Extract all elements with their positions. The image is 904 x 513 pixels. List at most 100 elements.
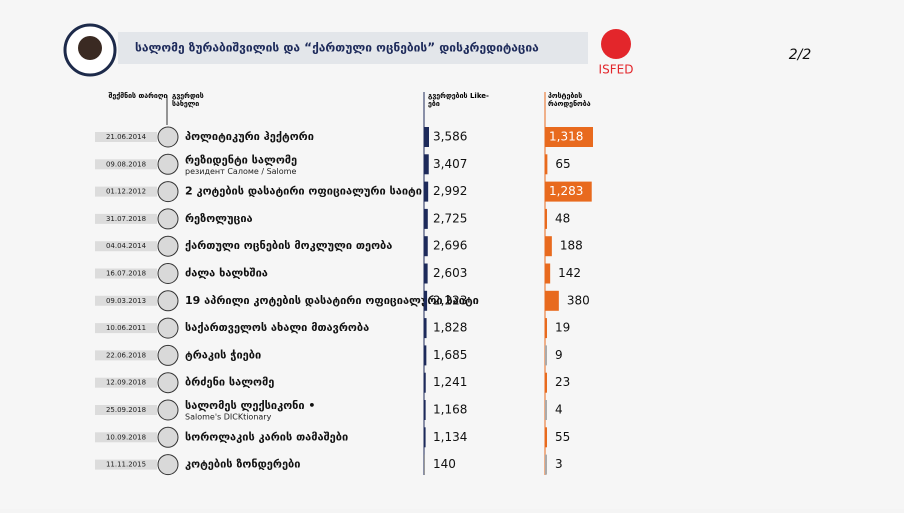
likes-header-text: გვერდების Like-ები	[428, 92, 489, 108]
page-icon	[157, 153, 179, 175]
posts-label: 19	[555, 321, 570, 335]
date: 10.09.2018	[106, 433, 146, 441]
posts-bar	[545, 400, 547, 420]
logo-mark	[601, 29, 631, 59]
page-icon	[157, 372, 179, 394]
title: სალომე ზურაბიშვილის და “ქართული ოცნების”…	[135, 41, 539, 55]
likes-bar	[424, 318, 427, 339]
page-icon	[157, 208, 179, 230]
date: 31.07.2018	[106, 215, 146, 223]
posts-label: 4	[555, 403, 563, 417]
likes-bar	[424, 345, 427, 366]
posts-bar	[545, 181, 592, 202]
likes-bar	[424, 427, 426, 448]
likes-bar	[424, 263, 428, 284]
date-box	[95, 213, 157, 224]
date: 11.11.2015	[106, 461, 146, 469]
posts-label: 23	[555, 375, 570, 389]
posts-label: 65	[555, 157, 570, 171]
posts-bar	[545, 263, 551, 284]
likes-label: 2,992	[433, 184, 467, 198]
posts-label: 48	[555, 211, 570, 225]
portrait-face	[78, 36, 102, 60]
date: 12.09.2018	[106, 379, 146, 387]
likes-label: 140	[433, 457, 456, 471]
date: 10.06.2011	[106, 324, 146, 332]
date-box	[95, 432, 157, 443]
likes-label: 1,134	[433, 430, 467, 444]
likes-label: 2,223	[433, 293, 467, 307]
date-header: შექმნის თარიღი	[108, 92, 167, 100]
likes-bar	[424, 454, 425, 475]
date-box	[95, 268, 157, 279]
likes-label: 2,696	[433, 239, 467, 253]
date-box	[95, 459, 157, 470]
likes-bar	[424, 127, 429, 147]
date-box	[95, 377, 157, 388]
date: 25.09.2018	[106, 406, 146, 414]
likes-bar	[424, 181, 429, 202]
page-name: 2 კოტების დასატირი ოფიციალური საიტი	[185, 185, 422, 198]
date-box	[95, 132, 157, 142]
page-icon	[157, 181, 179, 203]
page-name: პოლიტიკური ჰექტორი	[185, 130, 314, 143]
page-name: ტრაკის ჭიები	[185, 348, 261, 361]
posts-label: 142	[558, 266, 581, 280]
date: 21.06.2014	[106, 133, 147, 141]
page-name: კოტების ზონდერები	[185, 458, 300, 471]
posts-bar	[545, 427, 548, 448]
date-box	[95, 323, 157, 334]
posts-bar	[545, 345, 547, 366]
date-box	[95, 241, 157, 252]
posts-label: 380	[567, 293, 590, 307]
page-name: საქართველოს ახალი მთავრობა	[185, 321, 369, 334]
posts-label: 1,318	[549, 130, 583, 144]
page-number: 2/2	[789, 47, 812, 63]
posts-bar	[545, 290, 559, 311]
page-icon	[157, 344, 179, 366]
likes-bar	[424, 400, 426, 420]
date-box	[95, 295, 157, 306]
likes-bar	[424, 154, 429, 175]
likes-bar	[424, 290, 428, 311]
likes-label: 1,241	[433, 375, 467, 389]
posts-label: 1,283	[549, 184, 583, 198]
posts-bar	[545, 236, 552, 257]
likes-bar	[424, 372, 426, 393]
page-icon	[157, 399, 179, 421]
date: 16.07.2018	[106, 270, 146, 278]
likes-label: 1,685	[433, 348, 467, 362]
date-box	[95, 405, 157, 415]
page-name: სალომეს ლექსიკონი •	[185, 399, 315, 412]
likes-label: 1,168	[433, 403, 467, 417]
posts-header-text: პოსტების რაოდენობა	[548, 92, 591, 108]
page-name: ბრძენი სალომე	[185, 376, 274, 389]
page-icon	[157, 263, 179, 284]
page-name: 19 აპრილი კოტების დასატირი ოფიციალური სა…	[185, 294, 479, 307]
posts-bar	[545, 372, 547, 393]
date: 01.12.2012	[106, 188, 146, 196]
page-icon	[157, 126, 179, 148]
likes-label: 2,603	[433, 266, 467, 280]
page-name: რეზოლუცია	[185, 212, 253, 225]
page-name: ქართული ოცნების მოკლული თეობა	[185, 239, 392, 252]
posts-header: პოსტების რაოდენობა	[548, 92, 591, 108]
date: 09.03.2013	[106, 297, 146, 305]
name-header-text: გვერდის სახელი	[172, 92, 204, 108]
date: 09.08.2018	[106, 160, 146, 168]
page-name: ძალა ხალხშია	[185, 267, 268, 280]
page-icon	[157, 235, 179, 257]
page-icon	[157, 317, 179, 339]
likes-header: გვერდების Like-ები	[428, 92, 489, 108]
date-box	[95, 186, 157, 197]
posts-label: 188	[560, 239, 583, 253]
posts-bar	[545, 154, 548, 175]
posts-label: 9	[555, 348, 563, 362]
page-icon	[157, 454, 179, 476]
posts-label: 55	[555, 430, 570, 444]
likes-label: 1,828	[433, 321, 467, 335]
posts-label: 3	[555, 457, 563, 471]
title-bar	[118, 32, 588, 64]
posts-bar	[545, 454, 547, 475]
